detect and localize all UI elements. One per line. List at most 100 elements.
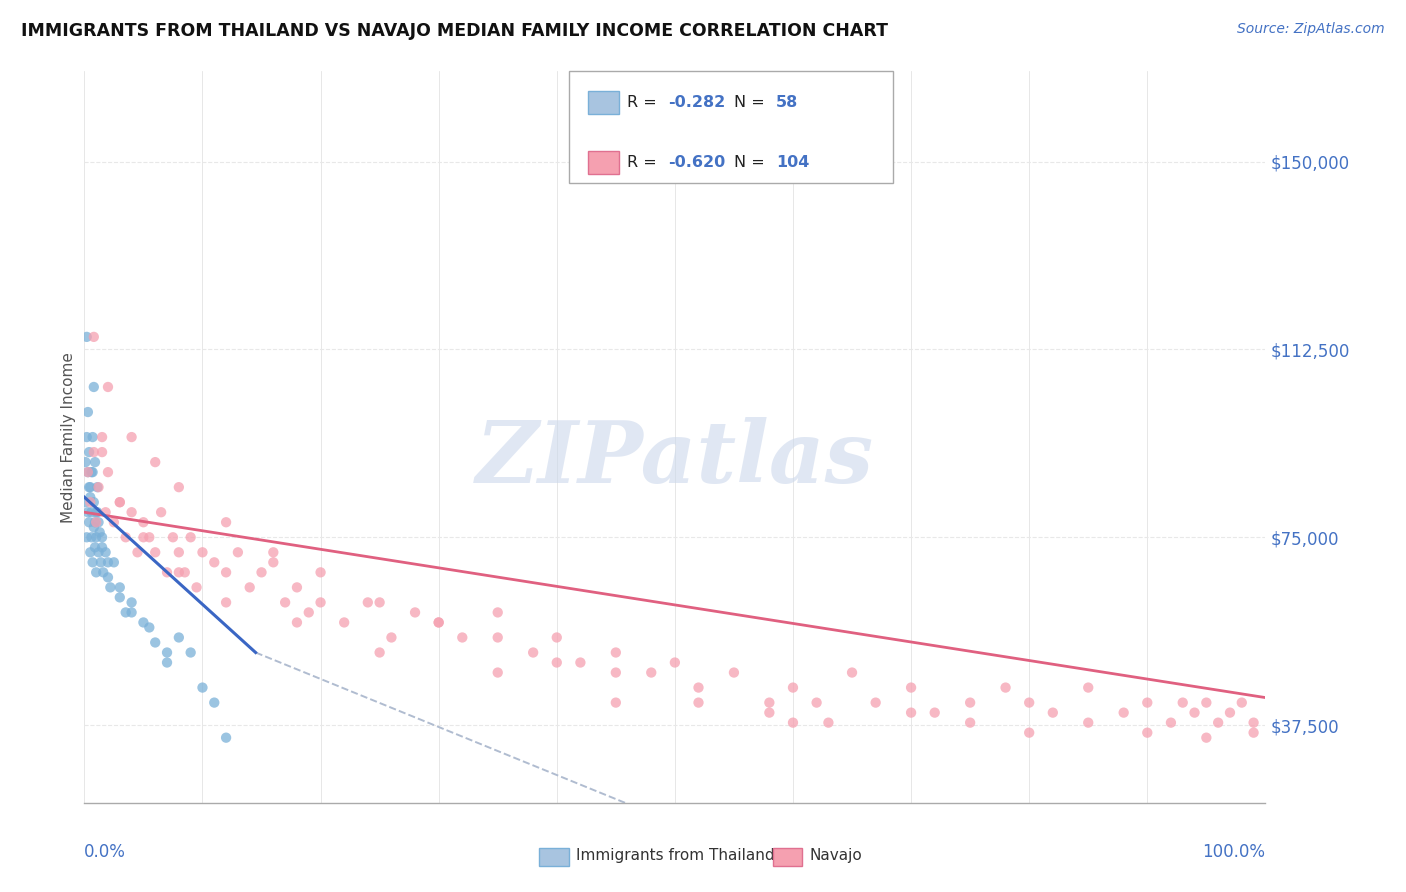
Point [605,696,627,710]
Point [156,566,179,580]
Point [83,445,105,459]
Point [76,530,98,544]
Point [77,445,100,459]
Point [298,606,321,620]
Point [1018,696,1040,710]
Point [173,566,195,580]
Point [138,530,160,544]
Point [114,606,136,620]
Point [80,505,103,519]
Point [959,715,981,730]
Point [77,405,100,419]
Point [103,515,125,529]
Point [80,530,103,544]
Point [94,545,117,559]
Point [900,681,922,695]
Point [77,515,100,529]
Point [132,515,155,529]
Point [1018,725,1040,739]
Point [82,430,104,444]
Point [75,495,97,509]
Point [274,595,297,609]
Point [1042,706,1064,720]
Point [900,706,922,720]
Point [108,580,131,594]
Point [841,665,863,680]
Point [723,665,745,680]
Point [215,515,238,529]
Point [357,595,380,609]
Point [127,545,149,559]
Point [98,580,121,594]
Point [97,570,120,584]
Text: -0.282: -0.282 [668,95,725,110]
Point [368,595,391,609]
Point [103,555,125,569]
Point [451,631,474,645]
Point [90,555,112,569]
Point [87,545,110,559]
Point [486,665,509,680]
Point [865,696,887,710]
Point [605,665,627,680]
Point [91,530,114,544]
Point [1206,715,1229,730]
Point [114,530,136,544]
Point [1136,696,1159,710]
Point [167,480,190,494]
Point [143,635,166,649]
Point [76,430,98,444]
Point [77,480,100,494]
Point [91,430,114,444]
Point [1077,681,1099,695]
Point [186,580,208,594]
Point [108,495,131,509]
Point [84,515,107,529]
Point [121,595,143,609]
Point [758,696,780,710]
Point [91,566,114,580]
Text: N =: N = [734,155,770,169]
Point [77,465,100,479]
Text: N =: N = [734,95,770,110]
Point [84,566,107,580]
Point [191,545,214,559]
Point [87,480,110,494]
Point [262,555,284,569]
Text: R =: R = [627,155,662,169]
Point [1184,706,1206,720]
Point [84,455,107,469]
Point [1171,696,1194,710]
Point [150,505,173,519]
Point [1219,706,1241,720]
Point [82,465,104,479]
FancyBboxPatch shape [538,848,568,866]
Point [262,545,284,559]
Point [427,615,450,630]
Point [83,495,105,509]
Point [404,606,426,620]
Point [82,555,104,569]
Point [959,696,981,710]
Point [121,430,143,444]
Point [91,541,114,555]
Point [86,480,108,494]
Point [80,465,103,479]
Point [132,530,155,544]
Point [688,681,710,695]
Point [143,545,166,559]
Point [84,505,107,519]
Point [688,696,710,710]
Point [1136,725,1159,739]
Point [806,696,828,710]
Y-axis label: Median Family Income: Median Family Income [60,351,76,523]
Point [664,656,686,670]
Point [83,330,105,344]
Point [758,706,780,720]
Point [605,646,627,660]
Point [76,330,98,344]
Point [546,656,568,670]
Point [817,715,839,730]
Point [121,606,143,620]
Text: 58: 58 [776,95,799,110]
